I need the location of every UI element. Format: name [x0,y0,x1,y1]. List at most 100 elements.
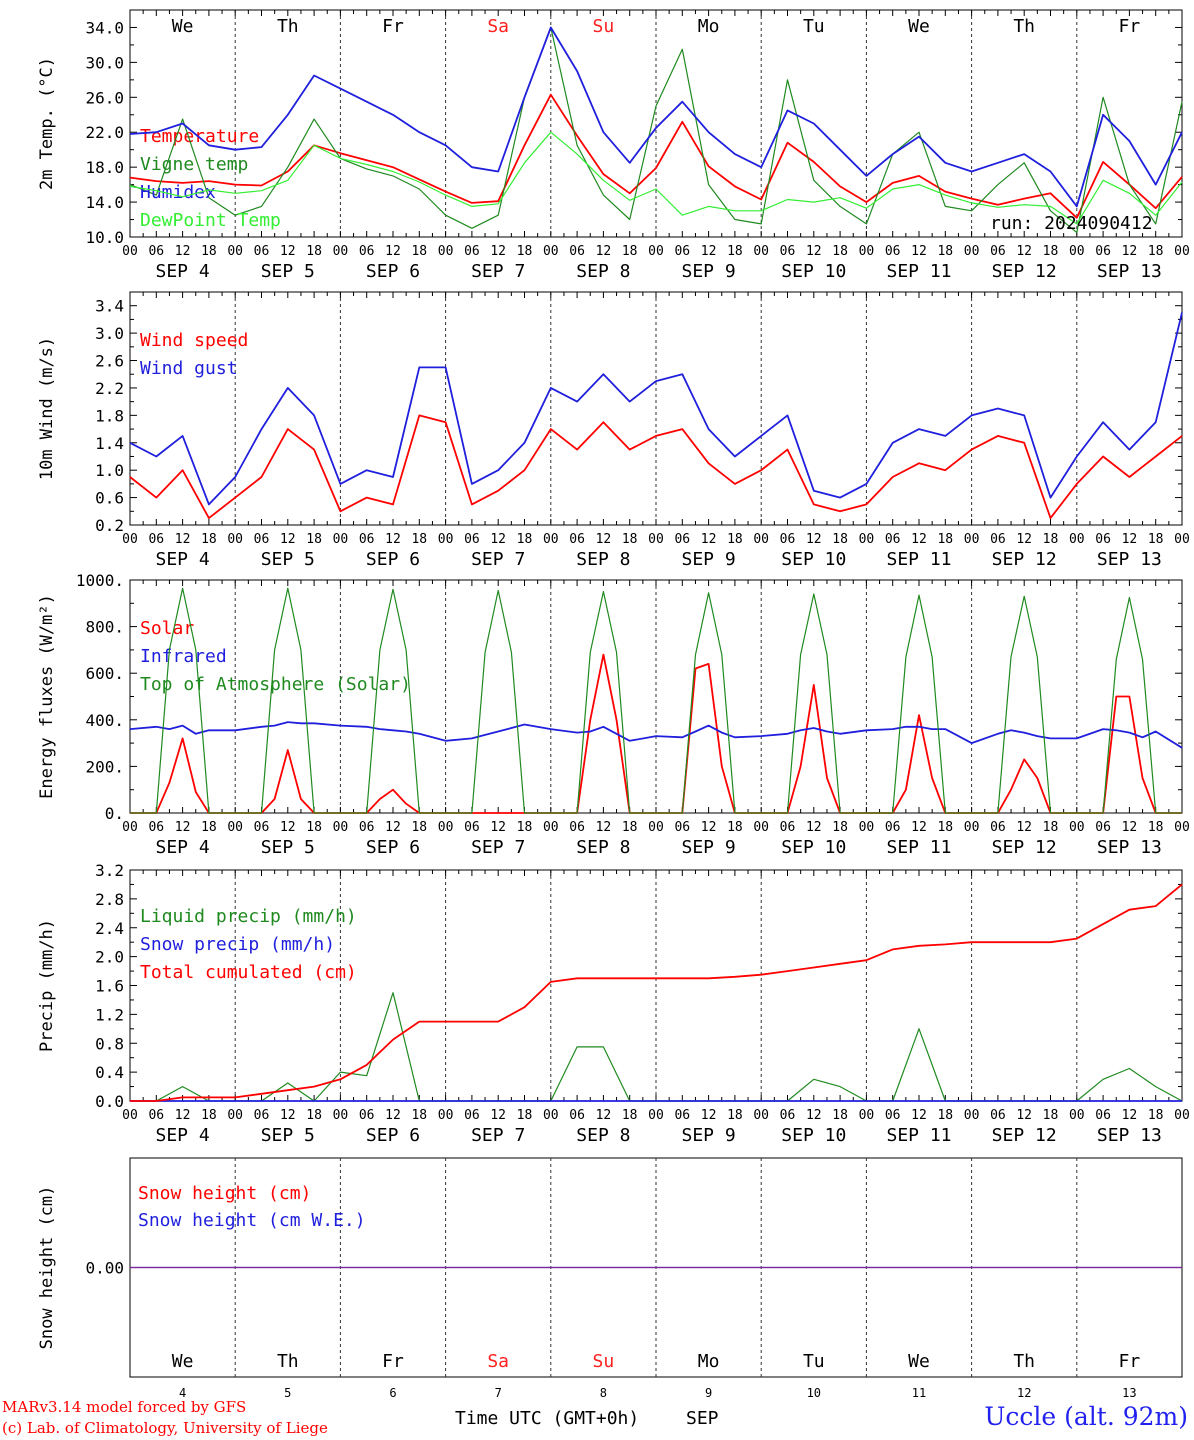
hour-tick-label: 18 [201,532,217,547]
series-line-temperature [129,93,1183,219]
hour-tick-label: 06 [359,244,375,259]
hour-tick-label: 12 [490,820,506,835]
lab-credit: (c) Lab. of Climatology, University of L… [2,1419,328,1437]
date-label: SEP 7 [471,1125,525,1146]
legend-item: Humidex [140,182,216,203]
hour-tick-label: 18 [517,244,533,259]
hour-tick-label: 12 [280,820,296,835]
hour-tick-label: 00 [964,244,980,259]
precip-panel: 0.0 0.4 0.8 1.2 1.6 2.0 2.4 2.8 3.2 Precip (mm/h)… [37,861,1190,1146]
y-axis-title: Precip (mm/h) [37,919,57,1052]
date-label: SEP 8 [576,549,630,570]
hour-tick-label: 18 [201,1108,217,1123]
hour-tick-label: 18 [1148,244,1164,259]
legend-item: Liquid precip (mm/h) [140,906,357,927]
date-label: SEP 7 [471,549,525,570]
hour-tick-label: 00 [333,244,349,259]
legend-item: Total cumulated (cm) [140,962,357,983]
hour-tick-label: 06 [254,1108,270,1123]
weekday-label: Mo [698,16,720,37]
date-label: SEP 5 [261,1125,315,1146]
hour-tick-label: 00 [438,1108,454,1123]
weekday-label: Su [593,1351,615,1372]
date-label: SEP 9 [682,549,736,570]
date-label: SEP 10 [781,261,846,282]
weekday-label: Th [277,16,299,37]
hour-tick-label: 06 [464,820,480,835]
hour-tick-label: 06 [885,1108,901,1123]
hour-tick-label: 06 [569,820,585,835]
hour-tick-label: 18 [306,244,322,259]
hour-tick-label: 18 [937,1108,953,1123]
hour-tick-label: 12 [1016,532,1032,547]
hour-tick-label: 00 [543,1108,559,1123]
weekday-label: Fr [1119,16,1141,37]
hour-tick-label: 12 [1016,1108,1032,1123]
hour-tick-label: 06 [254,244,270,259]
hour-tick-label: 00 [438,244,454,259]
hour-tick-label: 06 [990,1108,1006,1123]
hour-tick-label: 00 [122,244,138,259]
hour-tick-label: 00 [543,820,559,835]
hour-tick-label: 12 [175,244,191,259]
hour-tick-label: 12 [806,820,822,835]
hour-tick-label: 18 [622,1108,638,1123]
hour-tick-label: 12 [1122,820,1138,835]
legend-item: Vigne temp [140,154,248,175]
temperature-panel: 10.0 14.0 18.0 22.0 26.0 30.0 34.0 2m Temp. (°C… [37,9,1190,282]
y-tick-label: 22.0 [85,123,124,142]
y-tick-label: 0.4 [95,1063,124,1082]
hour-tick-label: 06 [464,532,480,547]
hour-tick-label: 00 [122,820,138,835]
hour-tick-label: 12 [701,820,717,835]
weekday-label: Tu [803,1351,825,1372]
hour-tick-label: 12 [701,532,717,547]
hour-tick-label: 18 [1148,1108,1164,1123]
hour-tick-label: 06 [885,244,901,259]
hour-tick-label: 18 [937,244,953,259]
hour-tick-label: 18 [306,1108,322,1123]
hour-tick-label: 12 [1122,244,1138,259]
y-tick-label: 34.0 [85,18,124,37]
hour-tick-label: 18 [727,1108,743,1123]
y-tick-label: 600. [85,664,124,683]
series-line-humidex [129,26,1183,208]
legend-item: Top of Atmosphere (Solar) [140,674,411,695]
hour-tick-label: 00 [753,820,769,835]
weekday-label: Sa [487,1351,509,1372]
hour-tick-label: 00 [122,1108,138,1123]
hour-tick-label: 00 [1069,532,1085,547]
hour-tick-label: 12 [280,532,296,547]
hour-tick-label: 12 [596,820,612,835]
weekday-label: Fr [1119,1351,1141,1372]
y-tick-label: 1.2 [95,1005,124,1024]
hour-tick-label: 12 [911,820,927,835]
hour-tick-label: 00 [227,532,243,547]
hour-tick-label: 00 [122,532,138,547]
hour-tick-label: 18 [937,532,953,547]
hour-tick-label: 12 [1016,244,1032,259]
hour-tick-label: 06 [569,244,585,259]
hour-tick-label: 00 [333,1108,349,1123]
hour-tick-label: 06 [359,532,375,547]
hour-tick-label: 12 [1122,1108,1138,1123]
day-number-label: 5 [284,1386,291,1400]
hour-tick-label: 12 [911,1108,927,1123]
y-tick-label: 0.8 [95,1034,124,1053]
hour-tick-label: 00 [648,820,664,835]
y-tick-label: 2.2 [95,379,124,398]
weekday-label: Th [1013,16,1035,37]
day-number-label: 6 [389,1386,396,1400]
hour-tick-label: 18 [1148,532,1164,547]
hour-tick-label: 12 [280,1108,296,1123]
y-tick-label: 18.0 [85,158,124,177]
y-tick-label: 3.4 [95,297,124,316]
date-label: SEP 10 [781,1125,846,1146]
y-tick-label: 800. [85,618,124,637]
hour-tick-label: 18 [517,1108,533,1123]
hour-tick-label: 06 [885,532,901,547]
y-axis-title: Energy fluxes (W/m²) [37,594,57,799]
hour-tick-label: 06 [1095,1108,1111,1123]
day-number-label: 7 [495,1386,502,1400]
